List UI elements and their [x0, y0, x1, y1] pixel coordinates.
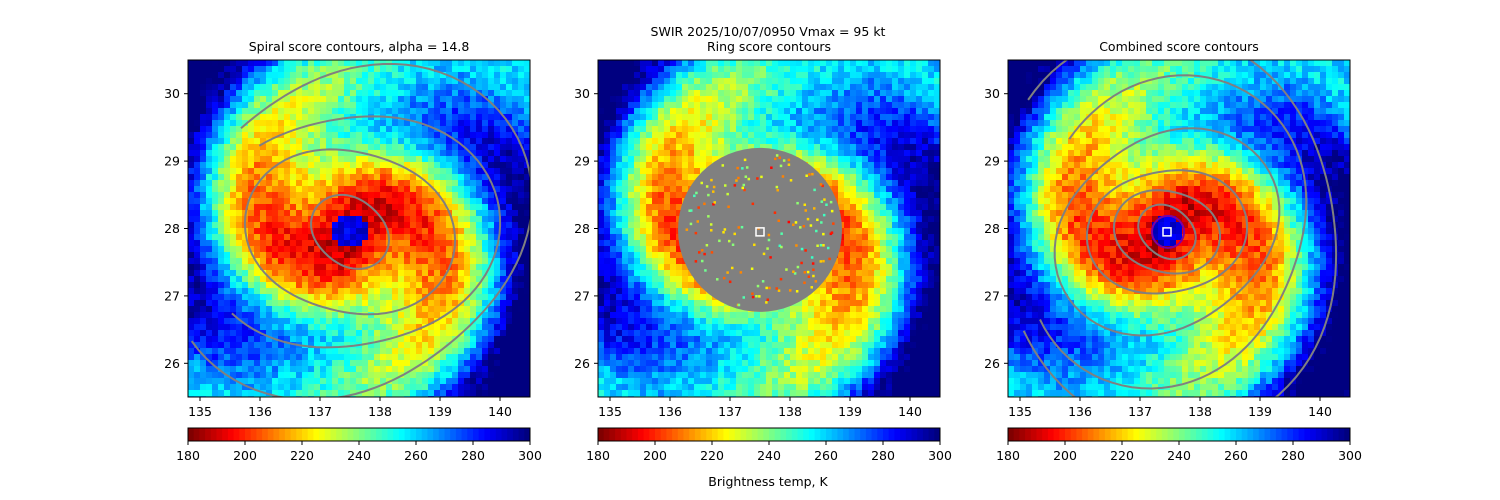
y-tick-label: 28 — [984, 221, 1000, 236]
y-tick-label: 30 — [164, 86, 180, 101]
score-contours — [190, 63, 530, 397]
colorbar-tick-label: 300 — [928, 448, 952, 463]
colorbar-tick-label: 280 — [461, 448, 485, 463]
x-tick-label: 135 — [1008, 404, 1032, 419]
y-tick-label: 30 — [984, 86, 1000, 101]
contour-line — [1022, 60, 1338, 397]
y-tick-label: 28 — [164, 221, 180, 236]
contour-line — [1053, 127, 1281, 337]
x-tick-label: 137 — [308, 404, 332, 419]
x-tick-label: 138 — [778, 404, 802, 419]
contour-line — [231, 115, 502, 349]
colorbar-tick-label: 280 — [871, 448, 895, 463]
colorbar-tick-label: 180 — [176, 448, 200, 463]
colorbar-tick-label: 300 — [1338, 448, 1362, 463]
y-tick-label: 30 — [574, 86, 590, 101]
panel-3: Combined score contours 135 136 137 138 139 14… — [984, 39, 1362, 463]
eye-circle — [1151, 214, 1185, 249]
panel-title: Spiral score contours, alpha = 14.8 — [249, 39, 470, 54]
contour-line — [1137, 203, 1197, 261]
center-marker — [755, 227, 765, 237]
colorbar-tick-label: 260 — [404, 448, 428, 463]
colorbar-tick-label: 240 — [757, 448, 781, 463]
panel-1: Spiral score contours, alpha = 14.8 135 13… — [164, 39, 542, 463]
x-tick-label: 137 — [718, 404, 742, 419]
x-tick-label: 140 — [898, 404, 922, 419]
y-tick-label: 28 — [574, 221, 590, 236]
x-tick-label: 138 — [1188, 404, 1212, 419]
center-marker — [1162, 227, 1172, 237]
x-tick-label: 135 — [598, 404, 622, 419]
x-tick-label: 136 — [658, 404, 682, 419]
contour-line — [190, 63, 530, 397]
y-tick-label: 29 — [574, 154, 590, 169]
ring-mask — [678, 147, 842, 312]
colorbar-tick-label: 200 — [643, 448, 667, 463]
panel-2: Ring score contours 135 136 137 138 139 140 26 2… — [574, 39, 952, 463]
colorbar-tick-label: 220 — [700, 448, 724, 463]
x-tick-label: 136 — [248, 404, 272, 419]
colorbar-tick-label: 180 — [586, 448, 610, 463]
colorbar-tick-label: 280 — [1281, 448, 1305, 463]
y-tick-label: 26 — [574, 356, 590, 371]
x-tick-label: 138 — [368, 404, 392, 419]
x-tick-label: 137 — [1128, 404, 1152, 419]
satellite-image — [1008, 60, 1350, 397]
x-tick-label: 135 — [188, 404, 212, 419]
colorbar-tick-label: 200 — [233, 448, 257, 463]
x-tick-label: 139 — [1248, 404, 1272, 419]
x-tick-label: 140 — [488, 404, 512, 419]
figure-suptitle: SWIR 2025/10/07/0950 Vmax = 95 kt — [651, 24, 886, 39]
colorbar-label: Brightness temp, K — [708, 474, 828, 489]
colorbar: 180 200 220 240 260 280 300 — [996, 427, 1362, 463]
panel-title: Ring score contours — [707, 39, 831, 54]
colorbar-tick-label: 260 — [814, 448, 838, 463]
score-contours — [1022, 60, 1338, 397]
colorbar-tick-label: 260 — [1224, 448, 1248, 463]
contour-line — [1085, 169, 1249, 295]
y-tick-label: 27 — [574, 288, 590, 303]
contour-line — [1039, 74, 1308, 390]
colorbar-tick-label: 220 — [1110, 448, 1134, 463]
y-tick-label: 26 — [984, 356, 1000, 371]
contour-line — [309, 193, 391, 270]
y-tick-label: 27 — [984, 288, 1000, 303]
colorbar-tick-label: 300 — [518, 448, 542, 463]
contour-line — [1112, 189, 1222, 275]
colorbar-tick-label: 200 — [1053, 448, 1077, 463]
y-tick-label: 29 — [164, 154, 180, 169]
contour-line — [243, 148, 457, 316]
x-tick-label: 139 — [428, 404, 452, 419]
x-tick-label: 136 — [1068, 404, 1092, 419]
x-tick-label: 140 — [1308, 404, 1332, 419]
colorbar-tick-label: 220 — [290, 448, 314, 463]
y-tick-label: 29 — [984, 154, 1000, 169]
colorbar-tick-label: 240 — [1167, 448, 1191, 463]
y-tick-label: 27 — [164, 288, 180, 303]
colorbar-tick-label: 180 — [996, 448, 1020, 463]
colorbar: 180 200 220 240 260 280 300 — [586, 427, 952, 463]
y-tick-label: 26 — [164, 356, 180, 371]
colorbar-tick-label: 240 — [347, 448, 371, 463]
panel-title: Combined score contours — [1099, 39, 1259, 54]
satellite-image — [188, 60, 530, 397]
x-tick-label: 139 — [838, 404, 862, 419]
panels: Spiral score contours, alpha = 14.8 135 13… — [164, 39, 1362, 463]
colorbar: 180 200 220 240 260 280 300 — [176, 427, 542, 463]
